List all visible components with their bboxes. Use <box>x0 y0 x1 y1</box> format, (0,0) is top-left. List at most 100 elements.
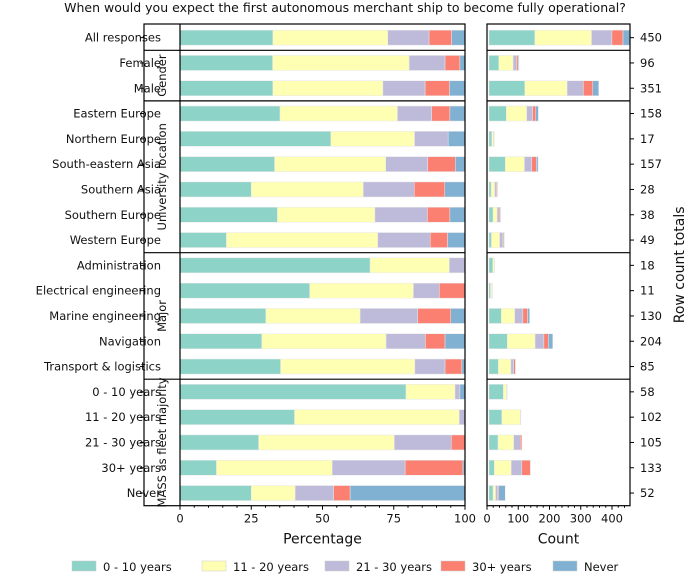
percent-bar-segment <box>444 333 466 349</box>
percent-bar-segment <box>333 485 351 501</box>
count-bar-segment <box>488 80 526 96</box>
row-count-totals-label: Row count totals <box>672 206 688 323</box>
percent-bar-segment <box>424 80 450 96</box>
row-count-total: 130 <box>640 309 662 323</box>
count-bar-segment <box>488 29 536 46</box>
percent-bar-segment <box>179 409 295 425</box>
count-bar-segment <box>488 384 504 400</box>
legend-swatch <box>440 560 466 572</box>
legend-label: 21 - 30 years <box>356 560 432 574</box>
percent-bar-segment <box>179 308 267 324</box>
count-bar-segment <box>501 409 521 425</box>
count-bar-segment <box>488 308 502 324</box>
percent-bar-segment <box>413 282 440 299</box>
count-bar-segment <box>510 358 514 375</box>
percent-bar-segment <box>363 181 415 198</box>
row-count-total: 49 <box>640 233 655 247</box>
percent-bar-segment <box>274 156 387 172</box>
x-axis-label: Percentage <box>283 532 362 548</box>
legend-swatch <box>324 560 350 572</box>
percent-bar-segment <box>397 105 432 122</box>
count-axis-label: Count <box>538 532 580 548</box>
count-bar-segment <box>498 485 506 501</box>
count-bar-segment <box>488 55 499 71</box>
row-label: Transport & logistics <box>43 360 161 374</box>
percent-bar-segment <box>179 384 407 400</box>
row-count-total: 38 <box>640 208 655 222</box>
percent-bar-segment <box>258 434 395 451</box>
percent-bar-segment <box>454 384 461 400</box>
row-count-total: 105 <box>640 435 662 449</box>
x-tick-label: 0 <box>176 512 183 526</box>
percent-bar-segment <box>179 257 371 274</box>
count-bar-segment <box>491 232 500 248</box>
count-bar-segment <box>488 409 503 425</box>
group-label: Major <box>155 300 169 332</box>
count-bar-segment <box>510 460 523 476</box>
count-bar-segment <box>498 358 512 375</box>
percent-bar-segment <box>387 29 430 46</box>
row-count-total: 85 <box>640 360 655 374</box>
row-label: 0 - 10 years <box>92 385 161 399</box>
percent-bar-segment <box>294 409 460 425</box>
percent-bar-segment <box>272 80 384 96</box>
percent-bar-segment <box>179 80 274 96</box>
count-bar-segment <box>521 460 531 476</box>
row-count-total: 17 <box>640 132 655 146</box>
count-bar-segment <box>566 80 584 96</box>
percent-bar-segment <box>439 282 466 299</box>
row-count-total: 351 <box>640 81 662 95</box>
percent-bar-segment <box>405 384 456 400</box>
percent-bar-segment <box>374 207 428 223</box>
count-bar-segment <box>506 105 527 122</box>
row-label: Administration <box>77 258 161 272</box>
count-bar-segment <box>507 333 536 349</box>
legend-label: 11 - 20 years <box>233 560 309 574</box>
row-label: Northern Europe <box>66 132 161 146</box>
percent-bar-segment <box>459 55 466 71</box>
percent-bar-segment <box>179 29 274 46</box>
x-tick-label: 50 <box>315 512 330 526</box>
count-bar-segment <box>488 131 493 147</box>
count-x-tick-label: 400 <box>601 512 623 526</box>
row-label: Electrical engineering <box>36 284 161 298</box>
percent-bar-segment <box>179 232 227 248</box>
count-bar-segment <box>524 156 532 172</box>
row-label: Southern Asia <box>81 182 161 196</box>
percent-bar-segment <box>179 181 252 198</box>
count-bar-segment <box>519 434 523 451</box>
percent-bar-segment <box>377 232 431 248</box>
count-bar-segment <box>534 333 545 349</box>
count-bar-segment <box>514 308 524 324</box>
legend-label: 0 - 10 years <box>103 560 172 574</box>
percent-bar-segment <box>294 485 334 501</box>
percent-bar-segment <box>265 308 361 324</box>
count-bar-segment <box>543 333 549 349</box>
row-label: 11 - 20 years <box>85 410 161 424</box>
percent-bar-segment <box>429 232 448 248</box>
count-bar-segment <box>488 105 507 122</box>
count-bar-segment <box>492 485 496 501</box>
count-bar-segment <box>512 55 518 71</box>
count-bar-segment <box>488 257 494 274</box>
percent-bar-segment <box>330 131 415 147</box>
count-bar-segment <box>488 434 499 451</box>
count-bar-segment <box>498 55 514 71</box>
row-label: Southern Europe <box>65 208 161 222</box>
row-count-total: 28 <box>640 182 655 196</box>
count-bar-segment <box>488 181 492 198</box>
percent-bar-segment <box>394 434 452 451</box>
row-count-total: 102 <box>640 410 662 424</box>
count-bar-segment <box>583 80 594 96</box>
percent-bar-segment <box>382 80 426 96</box>
group-label: MASS as fleet majority <box>155 377 169 507</box>
percent-bar-segment <box>272 55 410 71</box>
percent-bar-segment <box>369 257 450 274</box>
count-bar-segment <box>526 105 533 122</box>
count-bar-segment <box>535 105 539 122</box>
row-count-total: 204 <box>640 334 662 348</box>
group-label: Gender <box>155 54 169 97</box>
percent-bar-segment <box>280 358 416 375</box>
percent-bar-segment <box>179 460 217 476</box>
